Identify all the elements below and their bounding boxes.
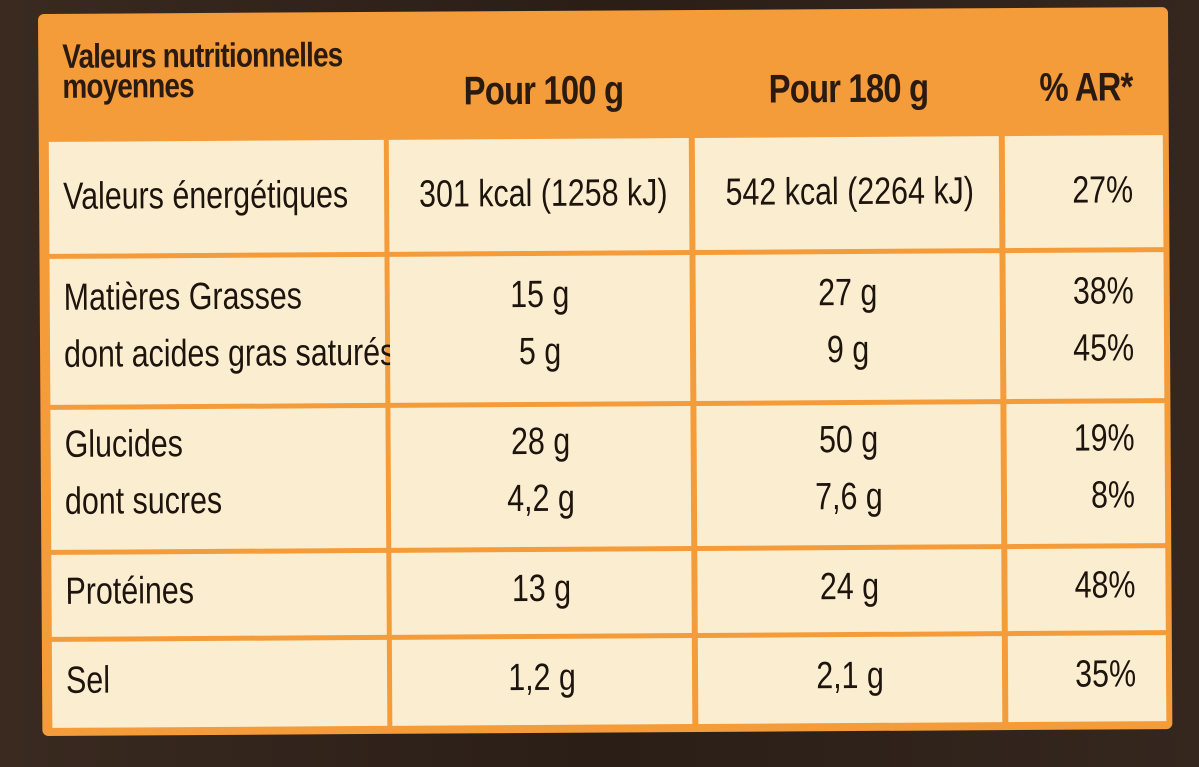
table-row-protein: Protéines 13 g 24 g 48% bbox=[41, 548, 1171, 637]
value-reference-intake: 48% bbox=[1007, 548, 1166, 632]
value-per-100g: 1,2 g bbox=[391, 638, 693, 726]
label-line: Protéines bbox=[65, 570, 195, 613]
row-label: Protéines bbox=[51, 552, 387, 637]
value-per-100g: 301 kcal (1258 kJ) bbox=[388, 138, 690, 252]
label-subline: dont sucres bbox=[64, 479, 223, 523]
table-row-fat: Matières Grasses dont acides gras saturé… bbox=[39, 252, 1170, 405]
value-per-180g: 27 g 9 g bbox=[695, 253, 1001, 401]
value-line: 38% bbox=[1072, 270, 1134, 313]
row-label: Glucides dont sucres bbox=[50, 407, 387, 550]
value-per-100g: 13 g bbox=[391, 551, 692, 635]
value-per-180g: 542 kcal (2264 kJ) bbox=[694, 136, 1000, 250]
value-per-180g: 24 g bbox=[697, 549, 1002, 633]
value-line: 24 g bbox=[819, 565, 880, 609]
label-line: Sel bbox=[65, 659, 111, 702]
value-per-180g: 2,1 g bbox=[697, 636, 1003, 724]
value-subline: 45% bbox=[1073, 327, 1135, 370]
label-line: Glucides bbox=[64, 423, 184, 466]
value-subline: 9 g bbox=[826, 328, 870, 372]
value-line: 1,2 g bbox=[508, 656, 577, 700]
value-line: 15 g bbox=[510, 273, 570, 317]
label-line: Matières Grasses bbox=[63, 275, 303, 319]
value-per-180g: 50 g 7,6 g bbox=[696, 404, 1002, 546]
row-label: Sel bbox=[51, 639, 388, 728]
value-subline: 7,6 g bbox=[815, 475, 883, 519]
value-reference-intake: 35% bbox=[1007, 635, 1167, 723]
value-reference-intake: 19% 8% bbox=[1006, 403, 1166, 545]
table-row-salt: Sel 1,2 g 2,1 g 35% bbox=[42, 635, 1173, 728]
value-line: 48% bbox=[1074, 564, 1136, 607]
value-reference-intake: 38% 45% bbox=[1005, 252, 1165, 400]
value-line: 27 g bbox=[818, 271, 878, 315]
value-line: 13 g bbox=[511, 567, 572, 611]
value-per-100g: 28 g 4,2 g bbox=[390, 406, 692, 548]
value-line: 27% bbox=[1072, 169, 1134, 212]
value-subline: 8% bbox=[1090, 474, 1136, 517]
value-line: 542 kcal (2264 kJ) bbox=[725, 170, 975, 214]
value-line: 2,1 g bbox=[816, 654, 884, 698]
value-subline: 4,2 g bbox=[507, 477, 575, 521]
value-line: 50 g bbox=[818, 418, 879, 462]
table-row-energy: Valeurs énergétiques 301 kcal (1258 kJ) … bbox=[39, 135, 1170, 254]
value-line: 301 kcal (1258 kJ) bbox=[418, 172, 668, 216]
value-line: 28 g bbox=[510, 420, 571, 464]
nutrition-facts-panel: Valeurs nutritionnelles moyennes Pour 10… bbox=[38, 7, 1173, 736]
row-label: Valeurs énergétiques bbox=[48, 139, 385, 254]
label-line: Valeurs énergétiques bbox=[62, 174, 349, 218]
value-line: 35% bbox=[1075, 653, 1137, 696]
value-reference-intake: 27% bbox=[1004, 135, 1164, 249]
row-label: Matières Grasses dont acides gras saturé… bbox=[49, 256, 396, 405]
value-subline: 5 g bbox=[518, 330, 562, 374]
table-row-carbohydrates: Glucides dont sucres 28 g 4,2 g 50 g 7,6… bbox=[40, 403, 1171, 550]
label-subline: dont acides gras saturés bbox=[63, 331, 396, 376]
value-line: 19% bbox=[1073, 417, 1135, 460]
value-per-100g: 15 g 5 g bbox=[389, 255, 691, 403]
